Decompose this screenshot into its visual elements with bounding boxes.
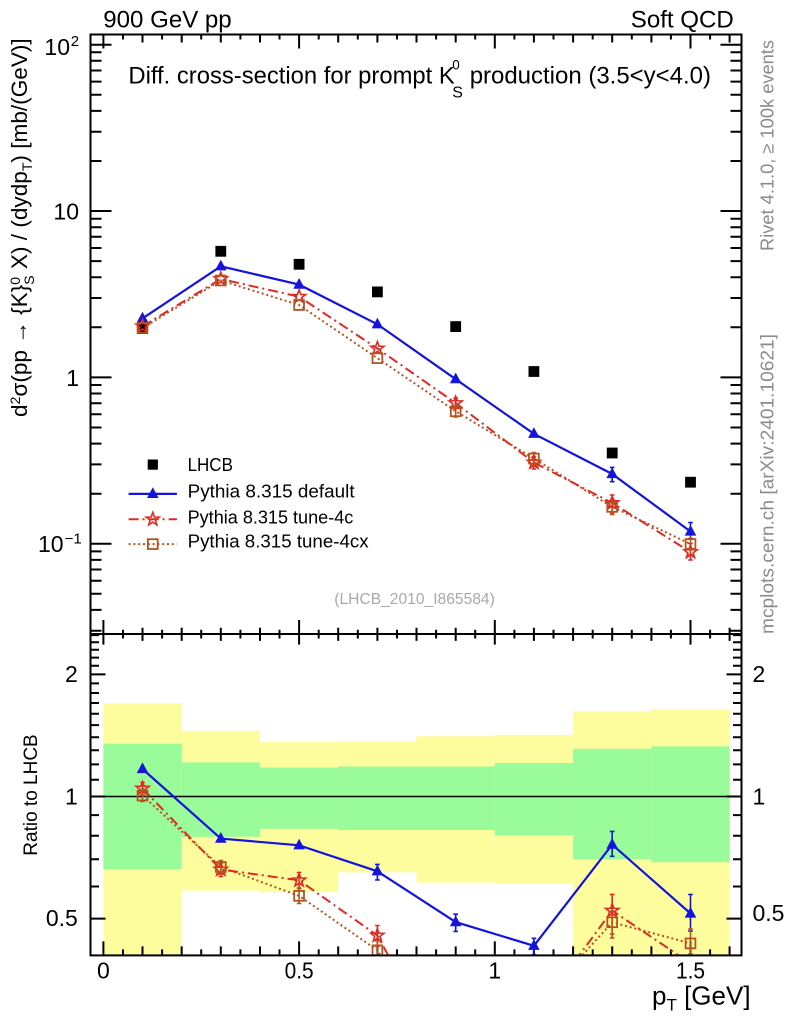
svg-text:1: 1 [488,957,501,983]
svg-text:0: 0 [452,58,460,73]
svg-text:0.5: 0.5 [753,900,785,926]
svg-text:1: 1 [66,365,79,391]
svg-text:2: 2 [65,661,78,687]
svg-text:Soft QCD: Soft QCD [631,7,734,34]
svg-text:Rivet 4.1.0, ≥ 100k events: Rivet 4.1.0, ≥ 100k events [758,40,778,251]
svg-text:1: 1 [65,784,78,810]
svg-text:0: 0 [97,957,110,983]
svg-text:10: 10 [44,34,70,60]
svg-text:pT [GeV]: pT [GeV] [652,981,751,1015]
svg-text:S: S [452,85,463,102]
svg-text:1.5: 1.5 [676,957,705,983]
svg-text:10: 10 [38,531,64,557]
svg-text:mcplots.cern.ch [arXiv:2401.10: mcplots.cern.ch [arXiv:2401.10621] [758,334,778,634]
svg-text:10: 10 [53,198,79,224]
svg-text:Ratio to LHCB: Ratio to LHCB [21,734,42,855]
svg-text:2: 2 [71,33,79,50]
svg-text:0.5: 0.5 [46,905,78,931]
svg-text:Pythia 8.315 tune-4c: Pythia 8.315 tune-4c [188,508,354,528]
svg-text:(LHCB_2010_I865584): (LHCB_2010_I865584) [334,591,495,608]
svg-text:Pythia 8.315 tune-4cx: Pythia 8.315 tune-4cx [188,531,369,551]
svg-text:production (3.5<y<4.0): production (3.5<y<4.0) [470,63,711,90]
svg-text:2: 2 [753,661,766,687]
svg-text:0.5: 0.5 [285,957,314,983]
svg-text:LHCB: LHCB [188,455,233,475]
svg-text:1: 1 [753,784,766,810]
svg-text:Diff. cross-section for prompt: Diff. cross-section for prompt K [128,63,454,90]
svg-text:−1: −1 [65,531,82,548]
svg-text:Pythia 8.315 default: Pythia 8.315 default [188,482,355,502]
svg-text:900 GeV pp: 900 GeV pp [103,7,231,34]
